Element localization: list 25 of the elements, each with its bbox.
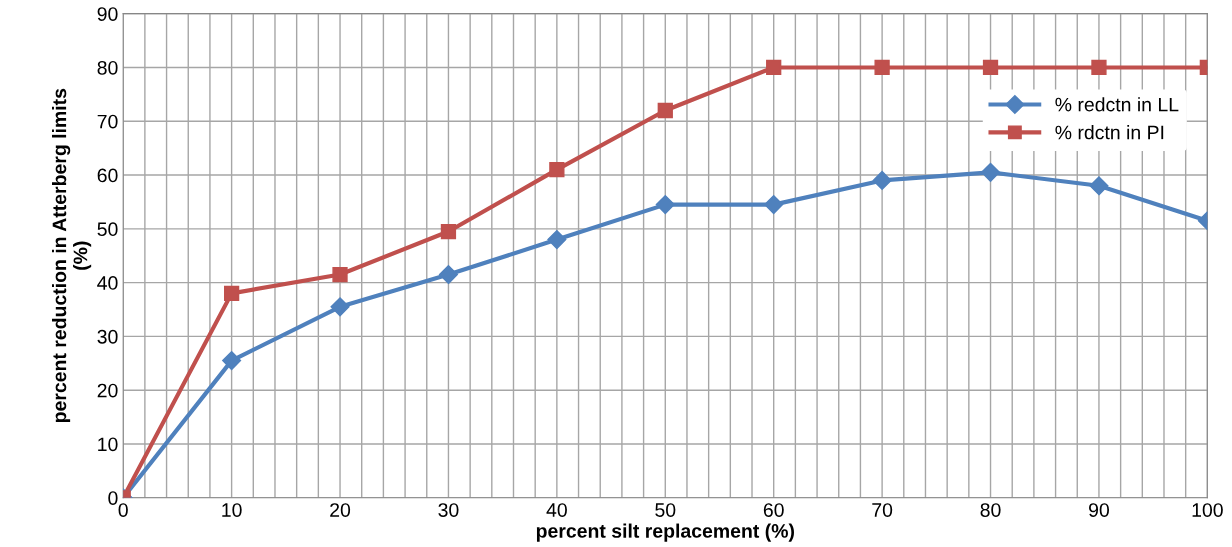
legend-label: % rdctn in PI: [1055, 125, 1164, 140]
y-tick-label: 50: [97, 222, 118, 237]
x-tick-label: 100: [1192, 503, 1223, 517]
y-tick-label: 90: [97, 7, 118, 21]
y-tick-label: 40: [97, 276, 118, 290]
x-tick-label: 80: [980, 503, 1001, 517]
x-axis-title: percent silt replacement (%): [536, 523, 794, 542]
y-tick-label: 0: [108, 491, 118, 506]
y-tick-label: 30: [97, 329, 118, 344]
y-tick-label: 20: [97, 383, 118, 398]
x-tick-label: 10: [222, 503, 242, 517]
x-tick-label: 20: [330, 503, 351, 517]
y-tick-label: 80: [97, 60, 118, 75]
x-tick-label: 0: [118, 503, 128, 517]
x-tick-label: 50: [655, 503, 676, 517]
y-tick-label: 10: [98, 437, 118, 452]
y-tick-label: 70: [97, 114, 118, 129]
x-tick-label: 30: [438, 503, 459, 517]
y-axis-title: percent reduction in Atterberg limits (%): [52, 88, 92, 423]
x-tick-label: 40: [546, 503, 567, 517]
x-tick-label: 70: [872, 503, 893, 517]
x-tick-label: 60: [763, 503, 784, 517]
y-tick-label: 60: [97, 168, 118, 183]
legend-label: % redctn in LL: [1055, 97, 1179, 112]
x-tick-label: 90: [1089, 503, 1109, 517]
